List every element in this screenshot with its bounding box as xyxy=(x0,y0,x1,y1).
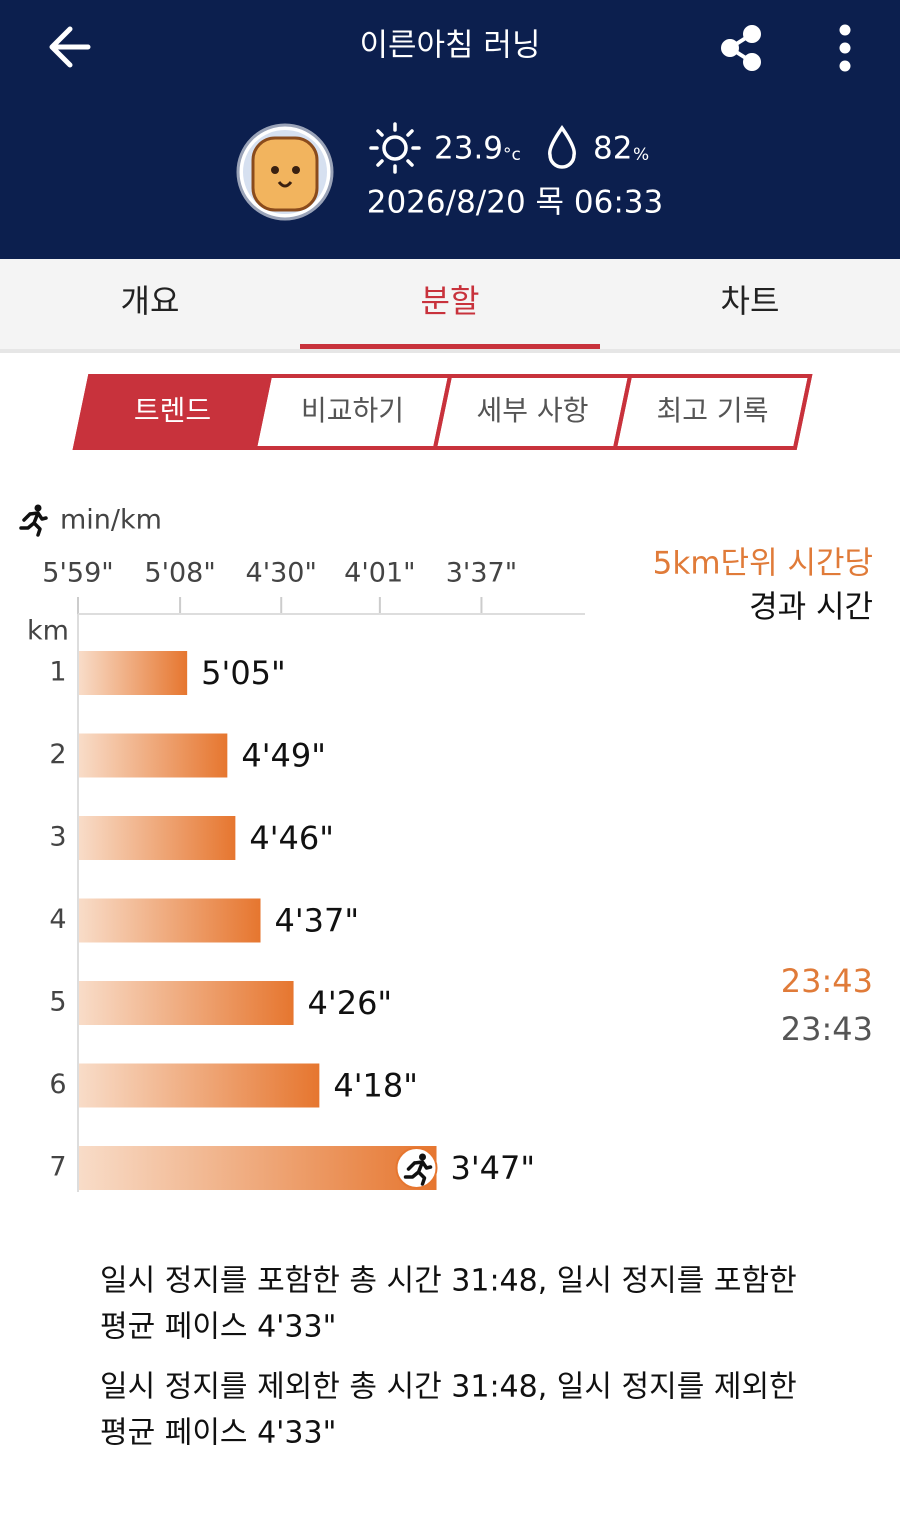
bar xyxy=(79,981,294,1025)
summary-line: 평균 페이스 4'33" xyxy=(100,1310,336,1345)
category-label: 4 xyxy=(49,904,66,935)
subtab-label[interactable]: 트렌드 xyxy=(134,394,211,427)
subtab-label[interactable]: 최고 기록 xyxy=(657,394,769,427)
bar xyxy=(79,651,188,695)
tab-bar xyxy=(0,259,900,349)
category-label: 7 xyxy=(49,1152,66,1183)
tab[interactable]: 차트 xyxy=(721,282,780,320)
unit-label: min/km xyxy=(60,505,162,536)
temperature-unit: °c xyxy=(503,145,521,165)
bar xyxy=(79,898,261,943)
summary-line: 일시 정지를 포함한 총 시간 31:48, 일시 정지를 포함한 xyxy=(100,1264,797,1299)
back-button[interactable] xyxy=(49,26,91,68)
title: 이른아침 러닝 xyxy=(360,28,541,64)
value-label: 3'47" xyxy=(451,1149,536,1187)
split-header: 경과 시간 xyxy=(749,590,873,626)
summary-line: 일시 정지를 제외한 총 시간 31:48, 일시 정지를 제외한 xyxy=(100,1370,797,1405)
value-label: 4'49" xyxy=(241,737,326,775)
tab[interactable]: 분할 xyxy=(421,282,480,320)
tab-shadow xyxy=(0,349,900,353)
subtab-divider[interactable] xyxy=(612,374,813,450)
pace-icon xyxy=(19,502,48,537)
x-tick-label: 5'08" xyxy=(144,558,215,589)
x-tick-label: 4'30" xyxy=(246,558,317,589)
datetime: 2026/8/20 목 06:33 xyxy=(367,185,664,221)
category-label: 5 xyxy=(49,987,66,1018)
value-label: 4'37" xyxy=(275,902,360,940)
temperature: 23.9 xyxy=(434,131,503,167)
share-button[interactable] xyxy=(721,25,761,71)
more-button[interactable] xyxy=(839,24,851,72)
avatar xyxy=(236,123,334,221)
bar xyxy=(79,1146,437,1190)
split-elapsed: 23:43 xyxy=(781,1010,873,1048)
category-label: 2 xyxy=(49,739,66,770)
humidity-unit: % xyxy=(633,145,649,165)
category-label: 1 xyxy=(49,657,66,688)
value-label: 5'05" xyxy=(201,654,286,692)
subtab-label[interactable]: 비교하기 xyxy=(301,394,404,427)
summary-line: 평균 페이스 4'33" xyxy=(100,1416,336,1451)
bar xyxy=(79,816,236,860)
category-label: 3 xyxy=(49,822,66,853)
tab-indicator xyxy=(300,344,600,349)
value-label: 4'18" xyxy=(333,1067,418,1105)
bar xyxy=(79,1063,320,1108)
category-label: 6 xyxy=(49,1069,66,1100)
x-tick-label: 3'37" xyxy=(446,558,517,589)
split-header: 5km단위 시간당 xyxy=(653,546,873,582)
sun-icon xyxy=(369,122,421,174)
category-axis-label: km xyxy=(27,616,69,647)
x-tick-label: 5'59" xyxy=(42,558,113,589)
bar xyxy=(79,733,228,778)
header-bg xyxy=(0,0,900,259)
tab[interactable]: 개요 xyxy=(121,282,180,320)
x-tick-label: 4'01" xyxy=(344,558,415,589)
value-label: 4'46" xyxy=(249,819,334,857)
humidity: 82 xyxy=(593,131,632,167)
value-label: 4'26" xyxy=(308,984,393,1022)
subtab-label[interactable]: 세부 사항 xyxy=(477,394,589,427)
humidity-icon xyxy=(548,124,576,169)
split-lap: 23:43 xyxy=(781,962,873,1000)
